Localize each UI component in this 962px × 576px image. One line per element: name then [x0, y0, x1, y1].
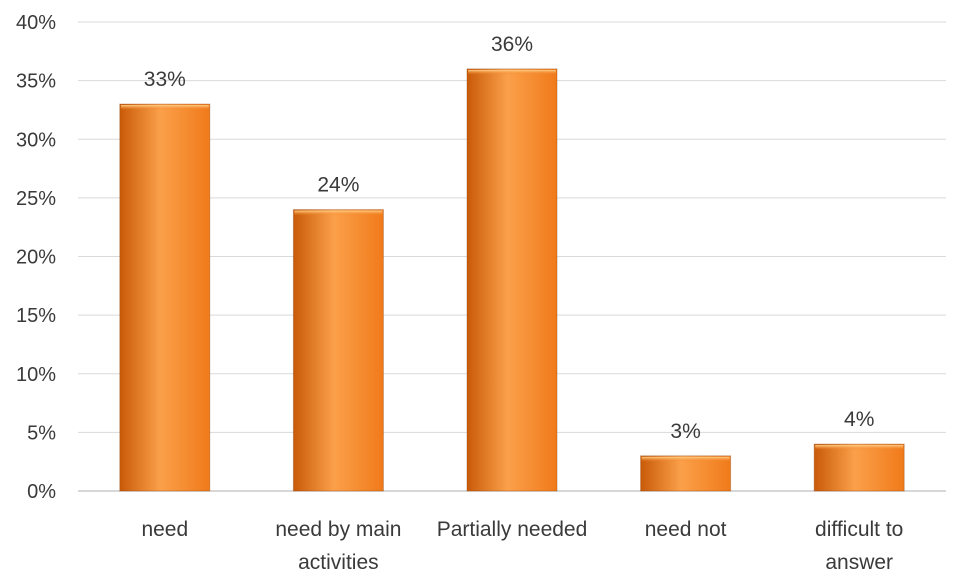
bar-rect [466, 68, 558, 492]
data-label: 3% [670, 420, 700, 443]
bar-rect [119, 103, 211, 492]
bar-highlight [641, 456, 730, 462]
y-tick-label: 0% [27, 481, 56, 503]
bar-highlight [815, 445, 904, 451]
bar-highlight [294, 210, 383, 216]
x-category-label: difficult to answer [815, 518, 903, 574]
bar-highlight [468, 69, 556, 75]
x-category-label: need [141, 518, 188, 541]
x-category-label: need by main activities [275, 518, 401, 574]
bar [466, 68, 558, 492]
y-tick-label: 20% [16, 247, 56, 269]
y-tick-label: 15% [16, 305, 56, 327]
data-label: 36% [491, 33, 533, 56]
y-tick-label: 5% [27, 422, 56, 444]
bar-highlight [120, 105, 209, 111]
y-tick-label: 25% [16, 188, 56, 210]
bar-rect [292, 209, 384, 492]
bars [119, 68, 905, 492]
bar [292, 209, 384, 492]
y-axis-tick-labels: 0% 5% 10% 15% 20% 25% 30% 35% 40% [16, 12, 56, 503]
bar [813, 443, 905, 492]
x-category-label-line: Partially needed [437, 518, 588, 541]
x-axis-category-labels: need need by main activities Partially need… [141, 518, 903, 574]
x-category-label-line: answer [825, 551, 893, 574]
y-tick-label: 10% [16, 364, 56, 386]
y-tick-label: 40% [16, 12, 56, 34]
x-category-label-line: need by main [275, 518, 401, 541]
data-label: 4% [844, 408, 874, 431]
data-labels: 33% 24% 36% 3% 4% [144, 33, 875, 443]
bar-rect [813, 443, 905, 492]
y-tick-label: 30% [16, 129, 56, 151]
x-category-label: Partially needed [437, 518, 588, 541]
bar [119, 103, 211, 492]
data-label: 33% [144, 68, 186, 91]
x-category-label-line: need not [645, 518, 727, 541]
x-category-label-line: activities [298, 551, 379, 574]
x-category-label-line: need [141, 518, 188, 541]
y-tick-label: 35% [16, 71, 56, 93]
x-category-label-line: difficult to [815, 518, 903, 541]
bar [640, 455, 732, 492]
data-label: 24% [317, 174, 359, 197]
x-category-label: need not [645, 518, 727, 541]
